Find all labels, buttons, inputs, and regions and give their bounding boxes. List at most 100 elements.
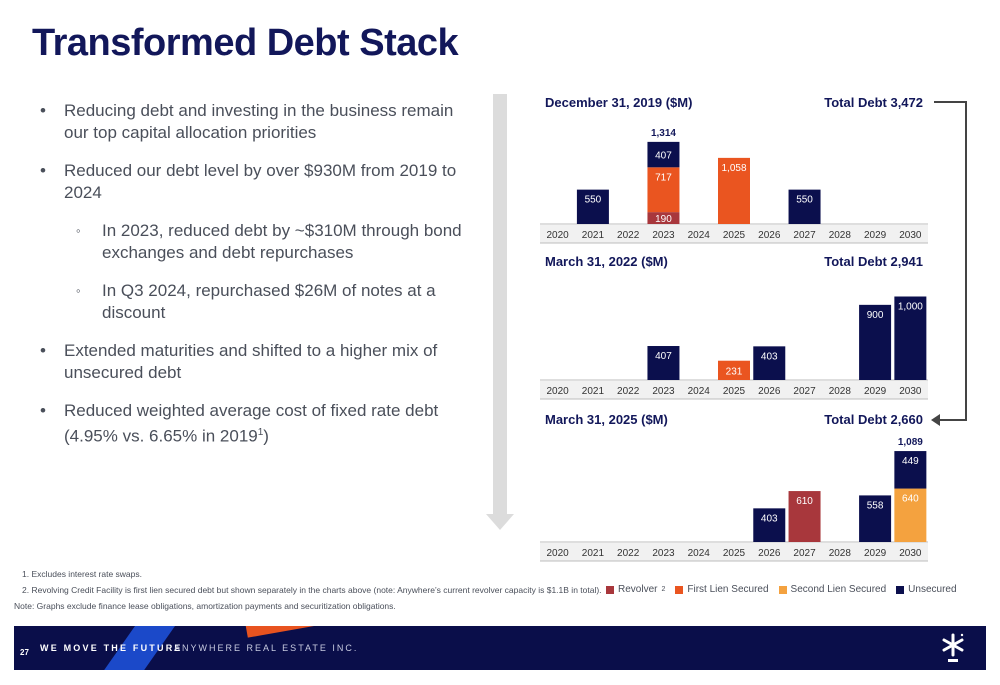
bullet-item: In 2023, reduced debt by ~$310M through … — [40, 220, 480, 264]
x-tick-label: 2023 — [652, 548, 675, 559]
x-tick-label: 2029 — [864, 386, 887, 397]
bullet-item: Reduced our debt level by over $930M fro… — [40, 160, 480, 204]
legend-item: Revolver 2 — [606, 584, 665, 595]
bar-value-label: 1,000 — [898, 302, 923, 313]
legend-item: Unsecured — [896, 584, 957, 595]
x-tick-label: 2027 — [793, 386, 816, 397]
x-tick-label: 2021 — [582, 548, 605, 559]
bar-value-label: 407 — [655, 151, 672, 162]
page-number: 27 — [20, 648, 29, 657]
legend-item: First Lien Secured — [675, 584, 769, 595]
chart-legend: Revolver 2 First Lien Secured Second Lien S… — [606, 584, 957, 595]
x-tick-label: 2026 — [758, 386, 781, 397]
bar-value-label: 1,058 — [721, 163, 746, 174]
x-tick-label: 2024 — [688, 548, 711, 559]
chart-title: March 31, 2022 ($M) — [545, 254, 668, 269]
bar-segment — [576, 189, 609, 224]
bar-segment — [718, 157, 750, 224]
footnote-1: 1. Excludes interest rate swaps. — [22, 569, 143, 579]
bar-value-label: 550 — [585, 195, 602, 206]
bar-segment — [718, 360, 750, 380]
bar-segment — [647, 167, 680, 213]
x-tick-label: 2026 — [758, 230, 781, 241]
bullet-text: Extended maturities and shifted to a hig… — [64, 341, 438, 382]
bar-segment — [859, 304, 892, 380]
arrowhead-icon — [931, 414, 940, 426]
x-tick-label: 2021 — [582, 230, 605, 241]
x-tick-label: 2026 — [758, 548, 781, 559]
bullet-item: Reduced weighted average cost of fixed r… — [40, 400, 480, 448]
bar-value-label: 231 — [726, 366, 743, 377]
chart-title: March 31, 2025 ($M) — [545, 412, 668, 427]
chart-title: December 31, 2019 ($M) — [545, 95, 692, 110]
bullet-text: Reducing debt and investing in the busin… — [64, 101, 454, 142]
bullet-item: Extended maturities and shifted to a hig… — [40, 340, 480, 384]
total-debt-label: Total Debt 2,660 — [824, 412, 923, 427]
x-tick-label: 2020 — [547, 230, 570, 241]
x-tick-label: 2030 — [899, 230, 922, 241]
legend-item: Second Lien Secured — [778, 584, 887, 595]
x-tick-label: 2025 — [723, 386, 746, 397]
bullet-list: Reducing debt and investing in the busin… — [40, 100, 480, 464]
x-tick-label: 2027 — [793, 230, 816, 241]
x-axis-band — [540, 543, 928, 561]
bar-value-label: 407 — [655, 351, 672, 362]
anywhere-logo-icon — [942, 633, 964, 662]
bullet-text: Reduced our debt level by over $930M fro… — [64, 161, 457, 202]
x-axis-band — [540, 381, 928, 399]
bar-segment — [859, 495, 892, 542]
bar-value-label: 640 — [902, 494, 919, 505]
legend-label: Revolver — [618, 584, 658, 595]
x-tick-label: 2025 — [723, 548, 746, 559]
bar-segment — [647, 141, 680, 168]
footer-orange-stripe — [244, 626, 504, 638]
footnote-2: 2. Revolving Credit Facility is first li… — [22, 585, 602, 595]
legend-swatch — [778, 585, 787, 594]
bullet-text: In 2023, reduced debt by ~$310M through … — [102, 221, 462, 262]
bar-value-label: 900 — [867, 310, 884, 321]
footer-tagline: WE MOVE THE FUTURE — [40, 643, 183, 653]
bar-value-label: 550 — [796, 195, 813, 206]
x-tick-label: 2024 — [688, 230, 711, 241]
x-tick-label: 2028 — [829, 230, 852, 241]
x-tick-label: 2024 — [688, 386, 711, 397]
bar-value-label: 558 — [867, 500, 884, 511]
total-debt-label: Total Debt 3,472 — [824, 95, 923, 110]
x-tick-label: 2027 — [793, 548, 816, 559]
x-tick-label: 2030 — [899, 386, 922, 397]
bullet-text-suffix: ) — [263, 426, 269, 446]
bullet-text: In Q3 2024, repurchased $26M of notes at… — [102, 281, 436, 322]
bar-segment — [647, 346, 680, 380]
x-tick-label: 2028 — [829, 386, 852, 397]
footer-bar: 27 WE MOVE THE FUTURE ANYWHERE REAL ESTA… — [14, 626, 986, 670]
bar-segment — [647, 212, 680, 224]
legend-footnote-ref: 2 — [661, 586, 666, 593]
down-arrow-icon — [486, 514, 514, 530]
legend-label: Second Lien Secured — [790, 584, 887, 595]
legend-label: Unsecured — [908, 584, 957, 595]
footer-company: ANYWHERE REAL ESTATE INC. — [174, 643, 359, 653]
bar-value-label: 449 — [902, 456, 919, 467]
x-tick-label: 2022 — [617, 386, 640, 397]
timeline-divider — [493, 94, 507, 516]
x-tick-label: 2023 — [652, 230, 675, 241]
bar-value-label: 610 — [796, 496, 813, 507]
bullet-text: Reduced weighted average cost of fixed r… — [64, 401, 439, 446]
total-debt-label: Total Debt 2,941 — [824, 254, 923, 269]
x-tick-label: 2022 — [617, 230, 640, 241]
bar-segment — [894, 451, 927, 489]
x-axis-band — [540, 225, 928, 243]
x-tick-label: 2030 — [899, 548, 922, 559]
legend-label: First Lien Secured — [687, 584, 769, 595]
bar-segment — [753, 508, 786, 542]
footnote-ref: 1 — [257, 427, 264, 438]
bar-segment — [894, 488, 927, 542]
x-tick-label: 2029 — [864, 230, 887, 241]
footnote-note: Note: Graphs exclude finance lease oblig… — [14, 601, 396, 611]
bar-value-label: 717 — [655, 172, 672, 183]
bar-segment — [788, 189, 821, 224]
x-tick-label: 2028 — [829, 548, 852, 559]
bar-segment — [894, 296, 927, 380]
x-tick-label: 2029 — [864, 548, 887, 559]
